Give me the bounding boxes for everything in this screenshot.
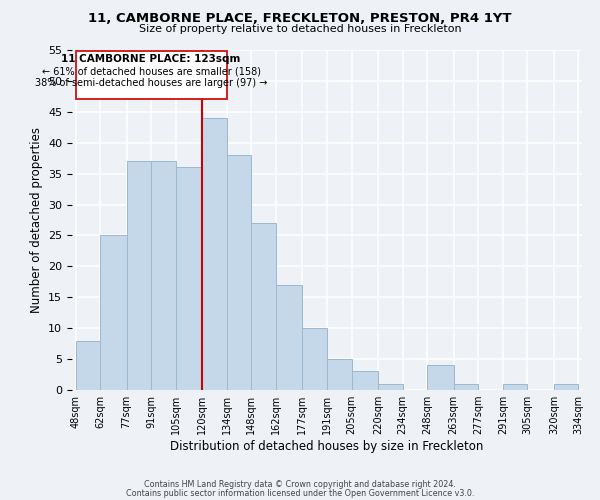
Bar	[302, 328, 327, 390]
X-axis label: Distribution of detached houses by size in Freckleton: Distribution of detached houses by size …	[170, 440, 484, 453]
Bar	[151, 162, 176, 390]
Text: 38% of semi-detached houses are larger (97) →: 38% of semi-detached houses are larger (…	[35, 78, 268, 88]
Bar	[378, 384, 403, 390]
Bar	[76, 340, 100, 390]
Bar	[554, 384, 578, 390]
Bar	[276, 285, 302, 390]
Bar	[176, 168, 202, 390]
Text: 11, CAMBORNE PLACE, FRECKLETON, PRESTON, PR4 1YT: 11, CAMBORNE PLACE, FRECKLETON, PRESTON,…	[88, 12, 512, 26]
Bar	[454, 384, 478, 390]
Text: 11 CAMBORNE PLACE: 123sqm: 11 CAMBORNE PLACE: 123sqm	[61, 54, 241, 64]
Bar	[503, 384, 527, 390]
Bar	[251, 223, 276, 390]
Text: Size of property relative to detached houses in Freckleton: Size of property relative to detached ho…	[139, 24, 461, 34]
FancyBboxPatch shape	[76, 51, 227, 100]
Bar	[227, 155, 251, 390]
Text: Contains HM Land Registry data © Crown copyright and database right 2024.: Contains HM Land Registry data © Crown c…	[144, 480, 456, 489]
Bar	[352, 372, 378, 390]
Y-axis label: Number of detached properties: Number of detached properties	[29, 127, 43, 313]
Text: Contains public sector information licensed under the Open Government Licence v3: Contains public sector information licen…	[126, 488, 474, 498]
Text: ← 61% of detached houses are smaller (158): ← 61% of detached houses are smaller (15…	[41, 66, 260, 76]
Bar	[427, 366, 454, 390]
Bar	[100, 236, 127, 390]
Bar	[202, 118, 227, 390]
Bar	[327, 359, 352, 390]
Bar	[127, 162, 151, 390]
